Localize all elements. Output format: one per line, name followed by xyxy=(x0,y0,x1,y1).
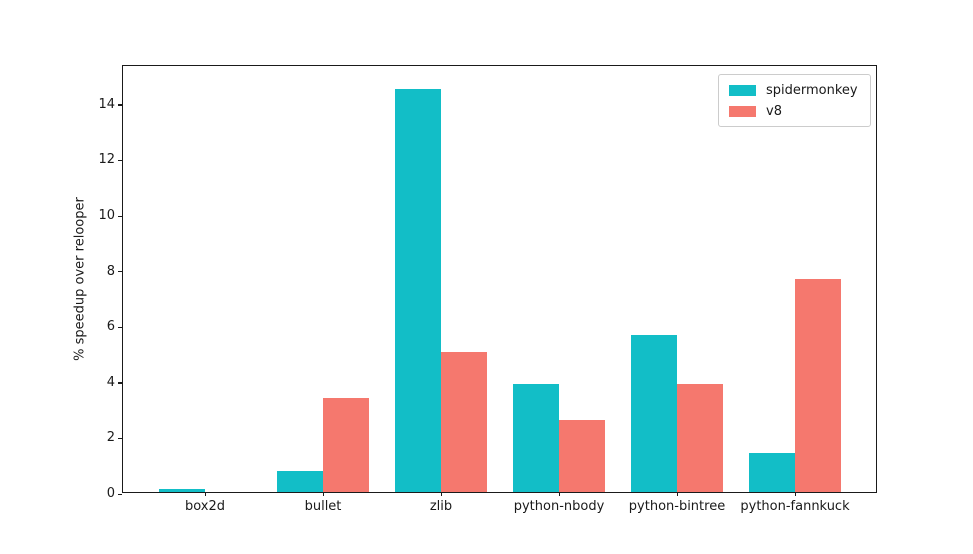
bar-spidermonkey-python-fannkuck xyxy=(749,453,795,492)
x-tick-mark xyxy=(204,492,206,496)
legend-swatch-icon xyxy=(729,105,756,117)
x-tick-label: box2d xyxy=(184,499,226,514)
bar-spidermonkey-python-bintree xyxy=(631,334,677,492)
y-tick-label: 10 xyxy=(98,208,115,224)
y-tick-label: 8 xyxy=(106,263,115,279)
y-tick-mark xyxy=(118,382,122,384)
y-tick-mark xyxy=(118,215,122,217)
x-tick-mark xyxy=(558,492,560,496)
y-tick-label: 4 xyxy=(106,374,115,390)
x-tick-mark xyxy=(440,492,442,496)
bar-v8-zlib xyxy=(441,351,487,492)
bar-v8-python-bintree xyxy=(677,383,723,492)
legend-swatch-icon xyxy=(729,84,756,96)
x-tick-mark xyxy=(794,492,796,496)
y-tick-label: 14 xyxy=(98,96,115,112)
plot-area: spidermonkey v8 0 2 4 6 8 10 12 14 box2d bullet zli… xyxy=(98,65,877,514)
x-tick-label: python-fannkuck xyxy=(740,499,850,514)
y-tick-mark xyxy=(118,271,122,273)
bar-spidermonkey-zlib xyxy=(395,89,441,492)
x-tick-mark xyxy=(322,492,324,496)
y-tick-label: 12 xyxy=(98,152,115,168)
bar-spidermonkey-bullet xyxy=(277,471,323,492)
bar-v8-python-nbody xyxy=(559,419,605,492)
bar-v8-python-fannkuck xyxy=(795,279,841,492)
legend-item-spidermonkey: spidermonkey xyxy=(729,82,860,98)
x-tick-label: zlib xyxy=(429,499,453,514)
bar-spidermonkey-box2d xyxy=(159,489,205,492)
y-tick-mark xyxy=(118,159,122,162)
legend: spidermonkey v8 xyxy=(718,74,871,127)
y-tick-label: 6 xyxy=(106,319,115,335)
legend-label: v8 xyxy=(766,103,782,119)
y-tick-mark xyxy=(118,437,122,440)
y-tick-label: 2 xyxy=(106,430,115,446)
bar-v8-bullet xyxy=(323,397,369,492)
x-tick-label: python-bintree xyxy=(628,499,726,514)
y-tick-label: 0 xyxy=(106,486,115,501)
x-tick-mark xyxy=(676,492,678,496)
x-tick-label: python-nbody xyxy=(513,499,605,514)
bar-spidermonkey-python-nbody xyxy=(513,383,559,492)
y-tick-mark xyxy=(118,104,122,106)
legend-item-v8: v8 xyxy=(729,103,860,119)
x-tick-label: bullet xyxy=(304,499,342,514)
y-tick-mark xyxy=(118,326,122,328)
legend-label: spidermonkey xyxy=(766,82,858,98)
y-tick-mark xyxy=(118,493,122,495)
